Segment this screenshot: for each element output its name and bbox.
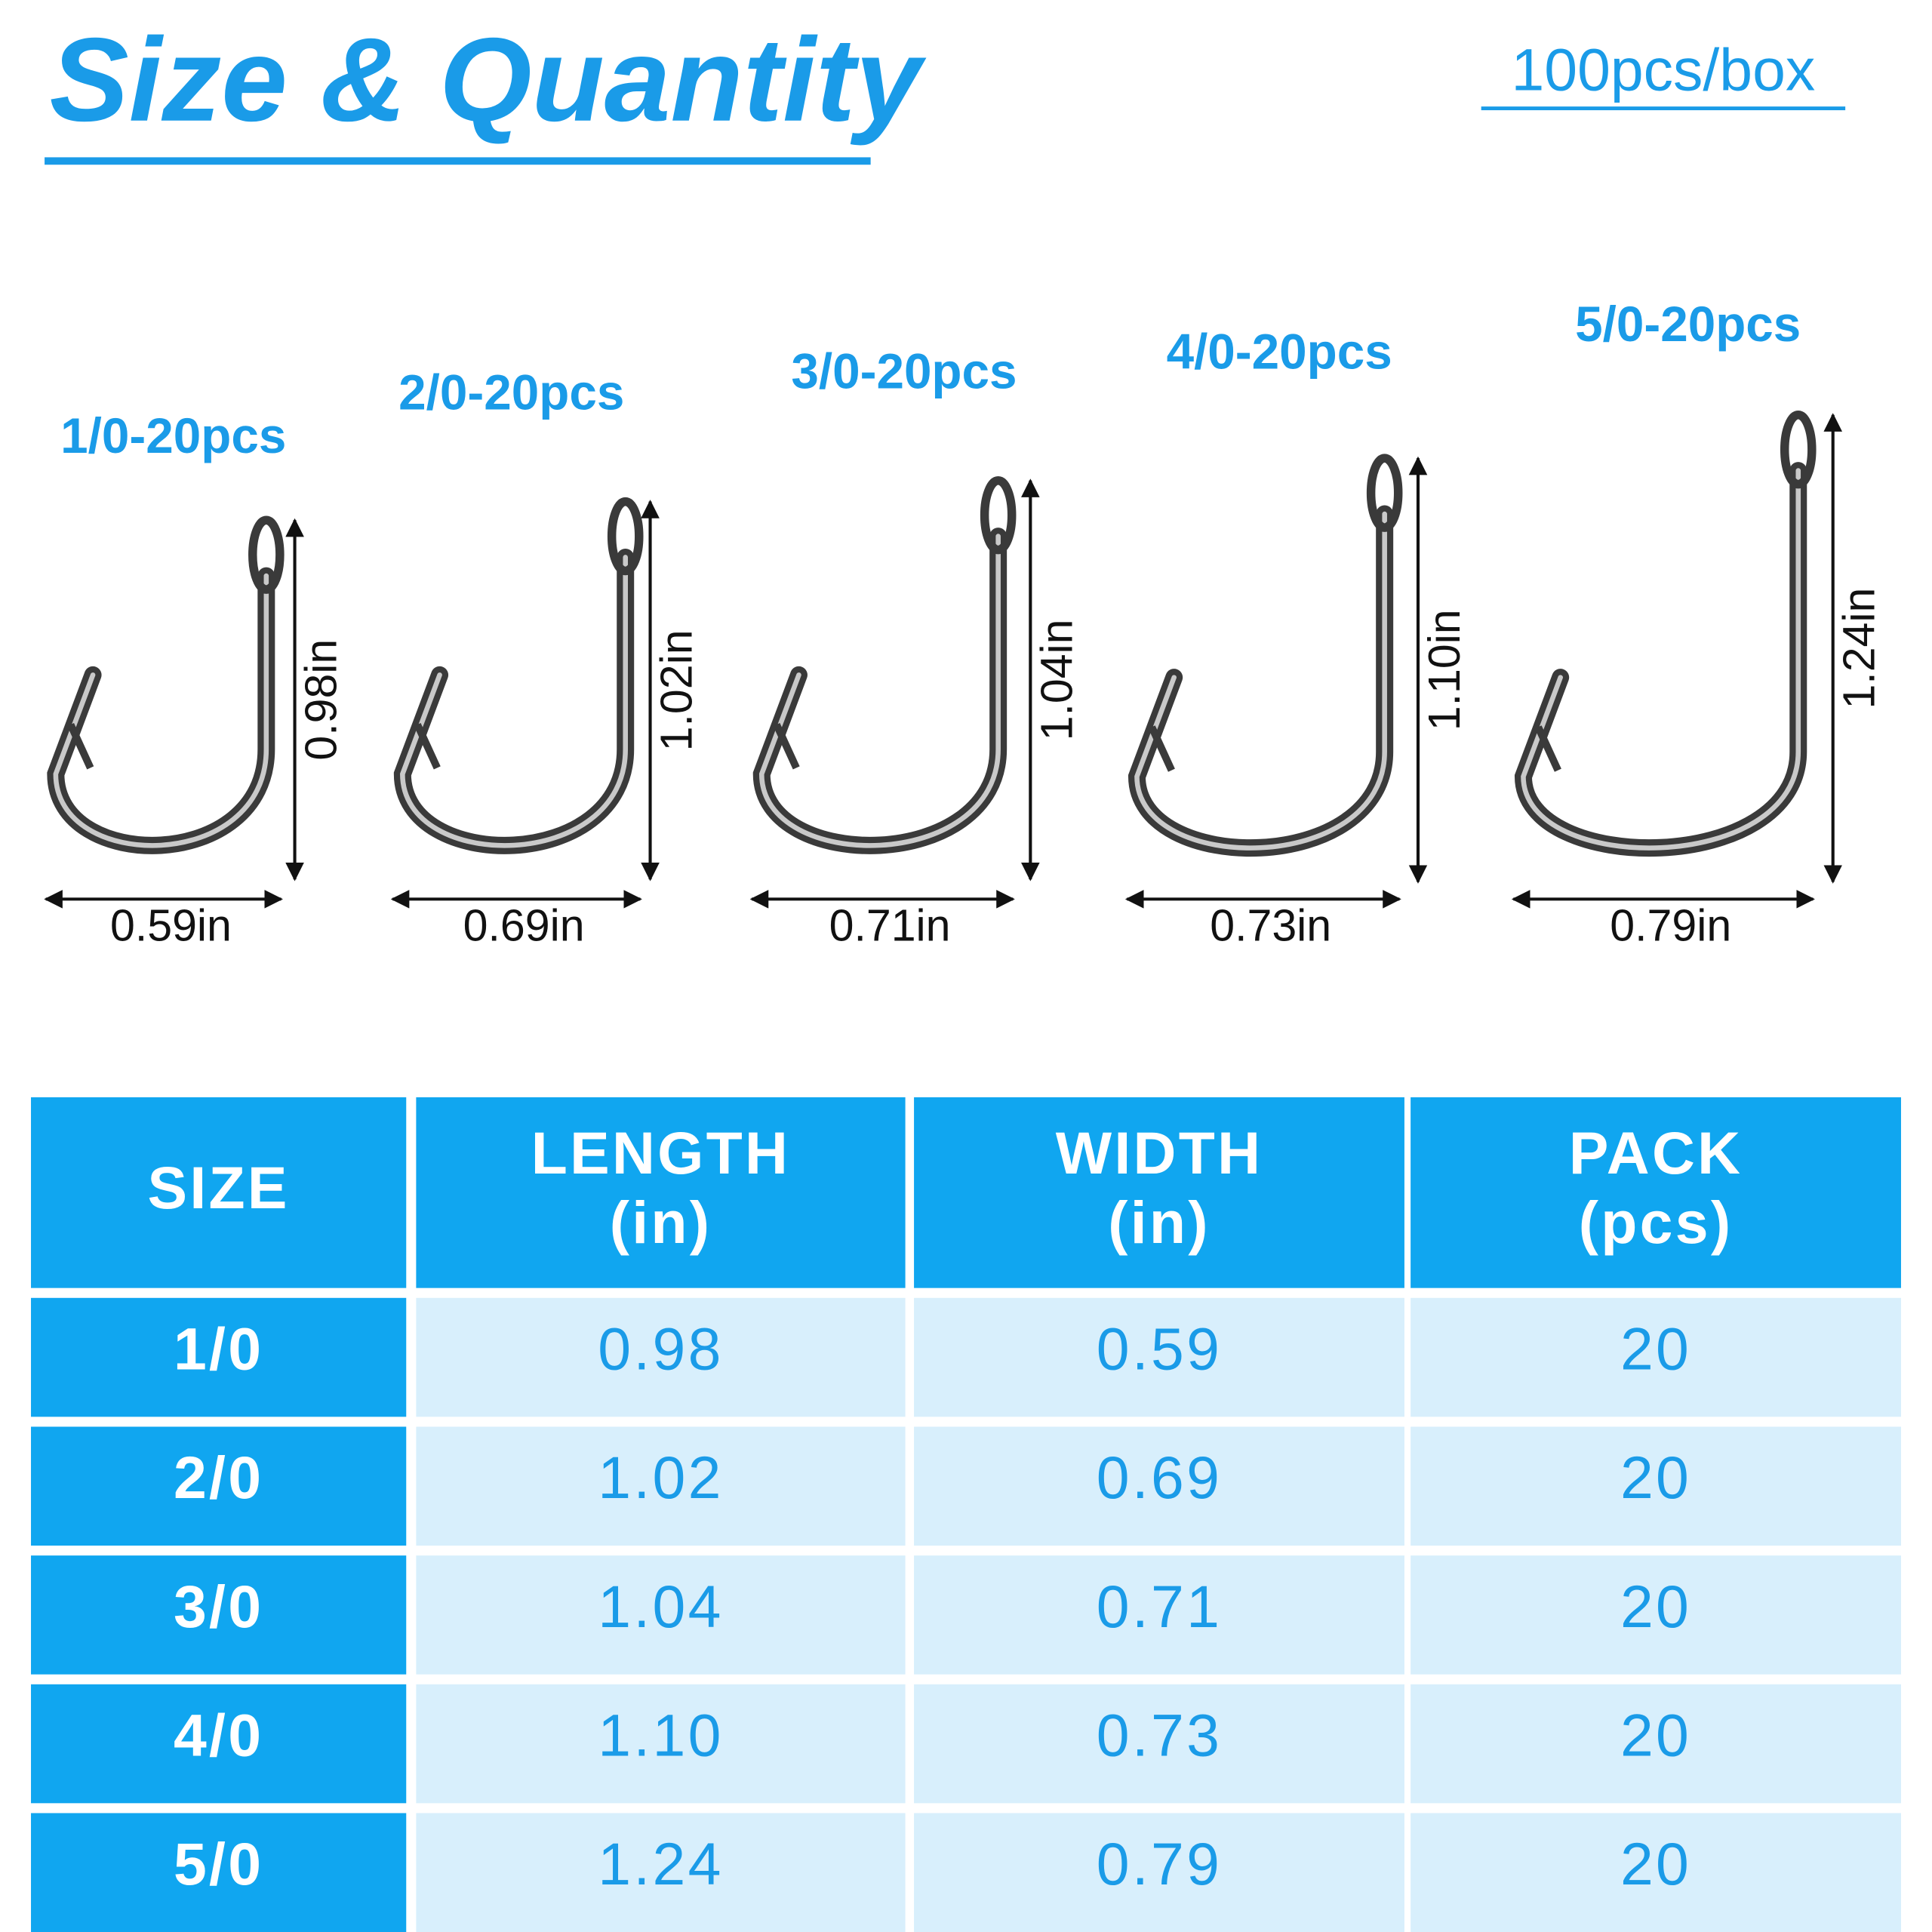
- hook-label: 1/0-20pcs: [60, 408, 286, 463]
- cell-value: 0.69: [1097, 1444, 1222, 1511]
- data-cell: [416, 1684, 906, 1804]
- header-text: (in): [1108, 1189, 1211, 1256]
- hook-eye: [980, 475, 1017, 555]
- width-label: 0.59in: [110, 900, 232, 950]
- header-text: PACK: [1569, 1120, 1743, 1186]
- hook-eye: [1366, 454, 1403, 532]
- size-value: 2/0: [174, 1444, 263, 1511]
- data-cell: [914, 1426, 1404, 1546]
- subtitle: 100pcs/box: [1511, 36, 1815, 103]
- title: Size & Quantity: [50, 14, 928, 146]
- header-text: SIZE: [148, 1155, 290, 1221]
- hook-shine: [758, 534, 1001, 848]
- cell-value: 1.04: [598, 1574, 723, 1640]
- header-cell: [31, 1097, 407, 1288]
- data-cell: [416, 1297, 906, 1417]
- hook-shape: [393, 548, 635, 854]
- cell-value: 0.98: [598, 1315, 723, 1382]
- data-cell: [914, 1555, 1404, 1675]
- hook-barb: [1148, 725, 1175, 772]
- size-cell: [31, 1426, 407, 1546]
- hook-shine: [1134, 511, 1387, 851]
- size-cell: [31, 1297, 407, 1417]
- data-cell: [1411, 1684, 1901, 1804]
- cell-value: 0.79: [1097, 1831, 1222, 1897]
- cell-value: 0.71: [1097, 1574, 1222, 1640]
- cell-value: 0.73: [1097, 1702, 1222, 1768]
- data-cell: [1411, 1426, 1901, 1546]
- width-label: 0.79in: [1610, 900, 1731, 950]
- cell-value: 20: [1620, 1574, 1691, 1640]
- header-cell: [1411, 1097, 1901, 1288]
- width-label: 0.69in: [463, 900, 585, 950]
- hook-label: 2/0-20pcs: [398, 365, 624, 420]
- width-label: 0.73in: [1210, 900, 1331, 950]
- hook-eye: [1780, 410, 1817, 489]
- header-text: (pcs): [1579, 1189, 1734, 1256]
- header-text: WIDTH: [1056, 1120, 1263, 1186]
- size-cell: [31, 1813, 407, 1932]
- size-value: 4/0: [174, 1702, 263, 1768]
- hook-eye: [248, 515, 285, 594]
- hook-barb: [773, 722, 800, 770]
- hook-barb: [1534, 725, 1561, 772]
- header-text: (in): [610, 1189, 712, 1256]
- header-cell: [416, 1097, 906, 1288]
- hook-shape: [752, 528, 1008, 854]
- header-text: LENGTH: [531, 1120, 790, 1186]
- title-underline: [45, 157, 871, 165]
- data-cell: [416, 1555, 906, 1675]
- hook-shine: [400, 555, 628, 848]
- hook-label: 5/0-20pcs: [1575, 297, 1801, 352]
- size-cell: [31, 1555, 407, 1675]
- data-cell: [416, 1813, 906, 1932]
- length-label: 0.98in: [297, 639, 346, 761]
- data-cell: [1411, 1555, 1901, 1675]
- size-value: 3/0: [174, 1574, 263, 1640]
- data-cell: [914, 1813, 1404, 1932]
- cell-value: 1.24: [598, 1831, 723, 1897]
- hook-shine: [1521, 468, 1801, 851]
- hook-label: 3/0-20pcs: [791, 344, 1017, 399]
- size-value: 1/0: [174, 1315, 263, 1382]
- size-cell: [31, 1684, 407, 1804]
- cell-value: 20: [1620, 1315, 1691, 1382]
- hook-shine: [53, 573, 269, 848]
- hook-shape: [47, 567, 275, 854]
- cell-value: 20: [1620, 1702, 1691, 1768]
- cell-value: 20: [1620, 1444, 1691, 1511]
- hook-eye: [607, 497, 644, 576]
- data-cell: [1411, 1297, 1901, 1417]
- hook-barb: [67, 722, 94, 770]
- header-cell: [914, 1097, 1404, 1288]
- cell-value: 20: [1620, 1831, 1691, 1897]
- length-label: 1.10in: [1420, 609, 1469, 731]
- length-label: 1.24in: [1835, 588, 1884, 709]
- size-value: 5/0: [174, 1831, 263, 1897]
- width-label: 0.71in: [829, 900, 951, 950]
- data-cell: [914, 1684, 1404, 1804]
- subtitle-underline: [1481, 106, 1846, 111]
- cell-value: 0.59: [1097, 1315, 1222, 1382]
- data-cell: [914, 1297, 1404, 1417]
- data-cell: [416, 1426, 906, 1546]
- hook-barb: [414, 722, 441, 770]
- hook-label: 4/0-20pcs: [1167, 324, 1392, 379]
- hook-shape: [1514, 462, 1807, 857]
- data-cell: [1411, 1813, 1901, 1932]
- length-label: 1.04in: [1032, 619, 1081, 740]
- cell-value: 1.10: [598, 1702, 723, 1768]
- cell-value: 1.02: [598, 1444, 723, 1511]
- length-label: 1.02in: [652, 629, 702, 751]
